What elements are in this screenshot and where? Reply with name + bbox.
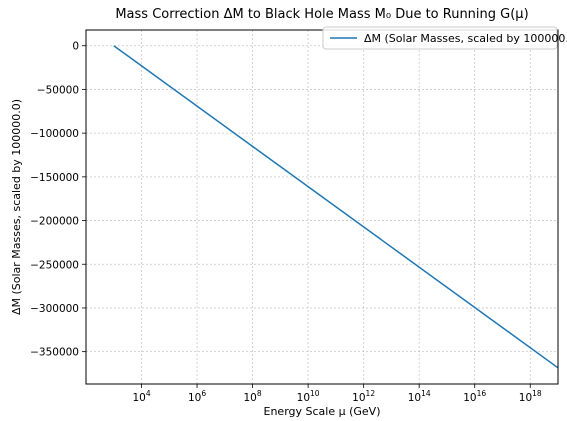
y-tick-label: 0	[72, 41, 79, 53]
x-axis-ticks: 104 106 108 1010 1012 1014 1016 1018	[132, 384, 542, 404]
x-tick-label: 108	[244, 389, 262, 404]
y-tick-label: −150000	[30, 172, 79, 184]
y-tick-label: −50000	[37, 84, 79, 96]
y-tick-label: −250000	[30, 259, 79, 271]
y-tick-label: −300000	[30, 303, 79, 315]
y-tick-label: −100000	[30, 128, 79, 140]
y-axis-label: ΔM (Solar Masses, scaled by 100000.0)	[10, 99, 23, 315]
y-axis-ticks: 0 −50000 −100000 −150000 −200000 −250000 −3000…	[30, 41, 86, 359]
legend-box	[322, 26, 558, 50]
x-tick-label: 1012	[352, 389, 375, 404]
x-tick-label: 106	[188, 389, 206, 404]
y-tick-label: −200000	[30, 216, 79, 228]
x-tick-label: 1010	[297, 389, 320, 404]
plot-frame	[85, 29, 559, 385]
x-tick-label: 1016	[463, 389, 486, 404]
chart-title: Mass Correction ΔM to Black Hole Mass M₀…	[115, 7, 528, 22]
series-layer	[113, 45, 559, 369]
legend: ΔM (Solar Masses, scaled by 100000.0)	[322, 26, 567, 50]
series-line	[113, 45, 559, 369]
y-tick-label: −350000	[30, 347, 79, 359]
x-tick-label: 1018	[519, 389, 542, 404]
x-axis-label: Energy Scale μ (GeV)	[264, 405, 381, 417]
legend-label: ΔM (Solar Masses, scaled by 100000.0)	[364, 32, 567, 45]
x-tick-label: 1014	[408, 389, 431, 404]
x-tick-label: 104	[132, 389, 150, 404]
